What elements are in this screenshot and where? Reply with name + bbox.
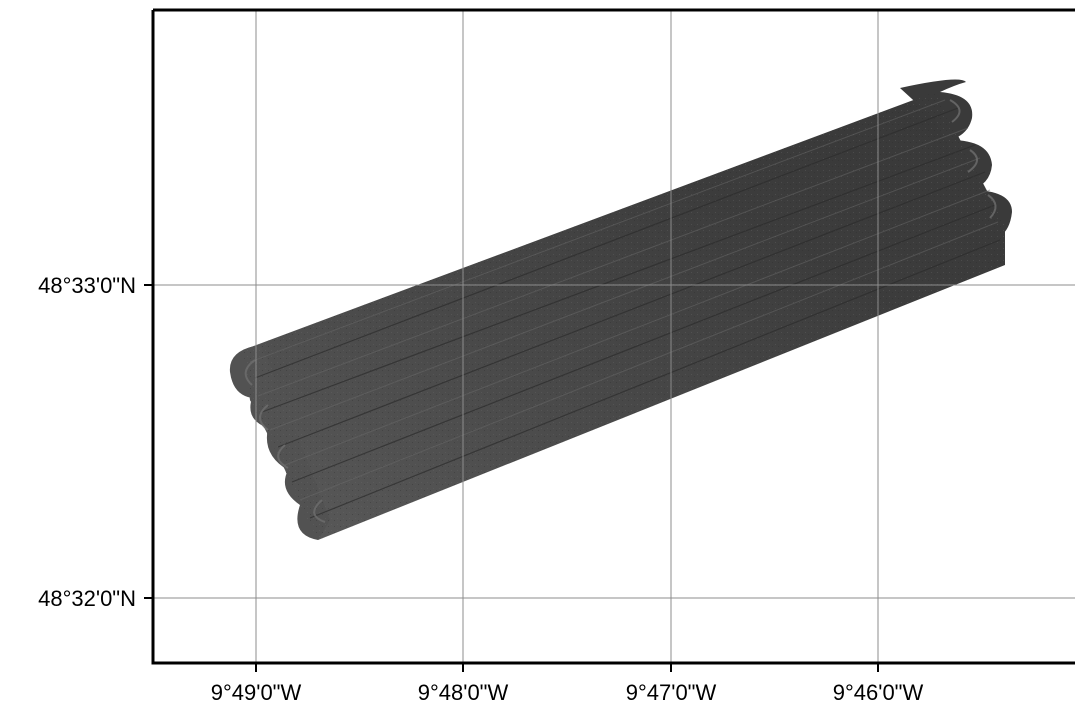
sonar-mosaic (229, 79, 1012, 540)
longitude-label: 9°47'0"W (626, 680, 717, 705)
latitude-label: 48°32'0"N (38, 586, 136, 611)
longitude-label: 9°48'0"W (418, 680, 509, 705)
axis-ticks (144, 284, 879, 672)
graticule (153, 10, 1075, 663)
longitude-label: 9°46'0"W (833, 680, 924, 705)
longitude-label: 9°49'0"W (211, 680, 302, 705)
map-axes (151, 8, 1075, 665)
latitude-label: 48°33'0"N (38, 273, 136, 298)
